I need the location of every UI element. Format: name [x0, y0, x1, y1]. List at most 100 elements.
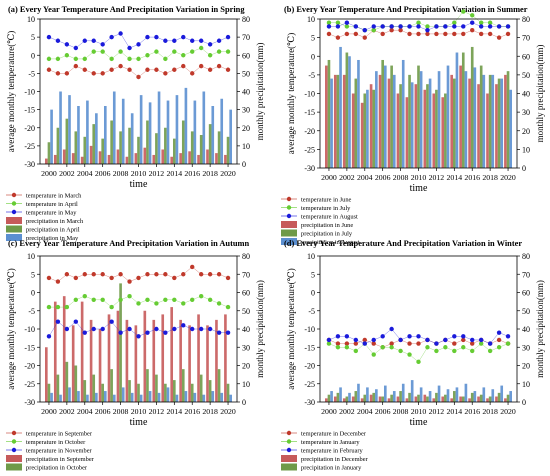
temperature-point: [198, 45, 204, 51]
temperature-point: [326, 31, 332, 37]
precip-bar: [164, 383, 167, 402]
temperature-point: [73, 63, 79, 69]
temperature-point: [335, 20, 341, 25]
temperature-point: [380, 334, 385, 339]
left-tick-label: -5: [308, 307, 315, 316]
temperature-point: [461, 334, 466, 339]
legend-label: temperature in January: [301, 439, 360, 446]
legend-label: temperature in June: [301, 197, 352, 204]
legend-swatch: [6, 455, 22, 462]
temperature-point: [443, 31, 448, 37]
precip-bar: [95, 392, 98, 402]
temperature-point: [55, 319, 61, 324]
precip-bar: [446, 389, 450, 402]
legend-marker: [11, 430, 17, 436]
precip-bar: [53, 154, 57, 164]
right-tick-label: 30: [522, 343, 530, 352]
precip-bar: [83, 136, 87, 164]
temperature-point: [496, 35, 502, 40]
x-tick-label: 2006: [375, 173, 391, 182]
left-tick-label: -20: [304, 127, 315, 136]
legend-marker: [11, 201, 17, 206]
temperature-point: [145, 67, 150, 72]
right-tick-label: 0: [522, 398, 526, 407]
temperature-point: [154, 34, 159, 40]
temperature-point: [434, 24, 439, 29]
precip-bar: [89, 319, 93, 402]
x-tick-label: 2012: [149, 407, 165, 416]
right-tick-label: 20: [242, 124, 250, 133]
precip-bar: [482, 74, 486, 168]
x-axis-label: time: [130, 417, 148, 428]
temperature-point: [172, 49, 177, 54]
panel-3: (c) Every Year Temperature And Precipita…: [6, 239, 265, 476]
precip-bar: [193, 100, 197, 164]
precip-bar: [354, 78, 358, 168]
precip-bar: [77, 391, 80, 402]
temperature-point: [136, 301, 141, 306]
precip-bar: [59, 91, 62, 164]
x-tick-label: 2018: [202, 407, 218, 416]
temperature-point: [478, 341, 484, 346]
x-tick-label: 2002: [59, 407, 75, 416]
precip-bar: [86, 394, 89, 402]
temperature-point: [326, 337, 332, 343]
precip-bar: [444, 93, 447, 168]
temperature-point: [425, 345, 430, 350]
x-tick-label: 2016: [464, 173, 480, 182]
legend-marker: [11, 192, 17, 198]
precip-bar: [417, 394, 420, 402]
temperature-point: [91, 49, 96, 54]
temperature-point: [127, 293, 132, 299]
temperature-point: [398, 337, 403, 343]
temperature-point: [452, 348, 457, 354]
precip-bar: [401, 383, 405, 402]
legend-label: precipitation in June: [301, 222, 353, 229]
precip-bar: [426, 396, 429, 402]
temperature-point: [181, 323, 186, 328]
precip-bar: [357, 383, 360, 402]
precip-bar: [215, 153, 218, 164]
precip-bar: [357, 59, 360, 168]
temperature-point: [73, 45, 79, 51]
precip-bar: [92, 124, 96, 164]
temperature-point: [163, 297, 168, 302]
precip-bar: [390, 65, 393, 168]
precip-bar: [369, 84, 373, 168]
x-tick-label: 2020: [220, 407, 236, 416]
left-tick-label: 0: [31, 51, 35, 60]
x-tick-label: 2020: [500, 173, 516, 182]
precip-bar: [146, 120, 149, 164]
temperature-point: [407, 334, 412, 339]
temperature-point: [145, 272, 150, 277]
temperature-point: [326, 341, 332, 346]
temperature-point: [198, 326, 204, 332]
temperature-point: [398, 27, 403, 33]
temperature-point: [389, 27, 394, 33]
x-tick-label: 2018: [202, 169, 218, 178]
temperature-point: [344, 341, 350, 346]
temperature-point: [55, 304, 61, 310]
precip-bar: [181, 369, 185, 402]
precip-bar: [112, 91, 116, 164]
precip-bar: [369, 394, 373, 402]
temperature-point: [389, 24, 394, 29]
precip-bar: [65, 118, 69, 164]
right-tick-label: 10: [242, 142, 250, 151]
precip-bar: [366, 89, 369, 168]
x-tick-label: 2000: [41, 169, 57, 178]
panel-1: (a) Every Year Temperature And Precipita…: [6, 5, 265, 242]
precip-bar: [65, 361, 69, 402]
left-tick-label: -15: [304, 108, 315, 117]
precip-bar: [173, 138, 176, 164]
precip-bar: [432, 398, 436, 402]
precip-bar: [381, 59, 384, 168]
temperature-point: [55, 279, 61, 284]
temperature-point: [416, 24, 421, 29]
precip-bar: [116, 310, 120, 402]
temperature-point: [127, 279, 132, 284]
temperature-point: [407, 352, 412, 357]
temperature-point: [118, 63, 123, 69]
legend-label: precipitation in December: [301, 456, 369, 463]
